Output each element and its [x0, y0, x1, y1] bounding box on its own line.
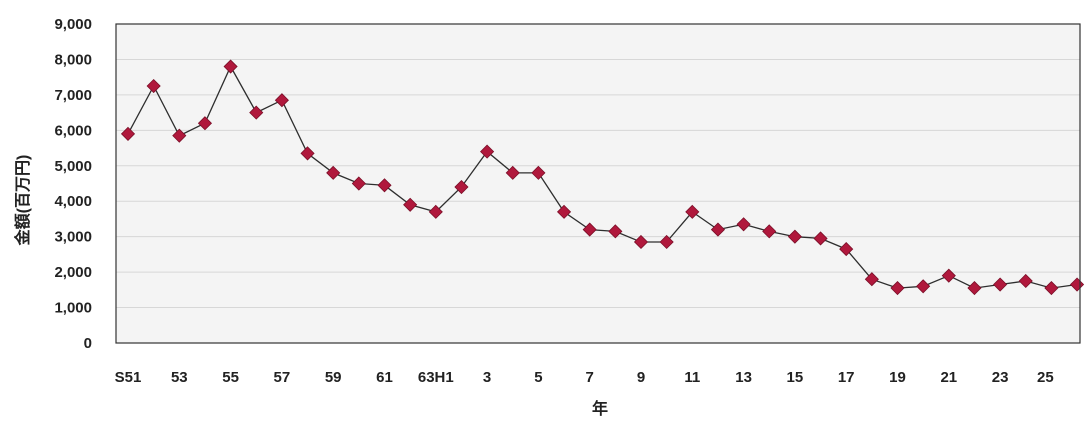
data-point-marker: [197, 116, 213, 131]
data-point-marker: [582, 222, 597, 237]
data-point-marker: [300, 146, 315, 161]
data-markers: [120, 59, 1085, 296]
x-tick-label: 15: [787, 369, 804, 386]
plot-frame: [115, 23, 1081, 344]
x-tick-label: 5: [534, 369, 542, 386]
data-point-marker: [813, 231, 828, 246]
data-point-marker: [403, 197, 418, 212]
data-point-marker: [787, 229, 802, 244]
data-point-marker: [736, 217, 751, 232]
data-point-marker: [608, 224, 623, 239]
data-point-marker: [839, 242, 854, 257]
data-point-marker: [223, 59, 238, 74]
x-tick-label: 19: [889, 369, 906, 386]
y-tick-label: 2,000: [54, 264, 92, 281]
x-tick-label: 3: [483, 369, 491, 386]
data-point-marker: [993, 277, 1008, 292]
data-point-marker: [941, 268, 956, 283]
data-point-marker: [531, 165, 546, 180]
data-point-marker: [351, 176, 366, 191]
y-tick-label: 1,000: [54, 300, 92, 317]
x-axis-ticks: S51 53 55 57 59 61 63H1 3 5 7 9 11 13 15 17 19 21 23 25: [115, 369, 1054, 386]
plot-area: [116, 24, 1080, 343]
data-point-marker: [633, 234, 649, 250]
grid-lines: [116, 58, 1080, 309]
data-point-marker: [556, 204, 572, 219]
data-point-marker: [249, 105, 264, 120]
data-point-marker: [762, 224, 777, 239]
data-point-marker: [172, 128, 187, 143]
x-tick-label: 53: [171, 369, 188, 386]
data-point-marker: [710, 222, 726, 237]
x-tick-label: 21: [940, 369, 957, 386]
data-point-marker: [480, 144, 495, 159]
data-point-marker: [454, 179, 469, 195]
data-point-marker: [1044, 280, 1059, 296]
x-tick-label: 59: [325, 369, 342, 386]
data-point-marker: [377, 178, 392, 193]
x-tick-label: 57: [274, 369, 291, 386]
x-tick-label: 7: [586, 369, 594, 386]
x-axis-title: 年: [592, 399, 608, 418]
x-tick-label: 13: [735, 369, 752, 386]
data-point-marker: [685, 204, 700, 219]
data-point-marker: [967, 280, 982, 296]
data-point-marker: [1018, 273, 1033, 289]
x-tick-label: 9: [637, 369, 645, 386]
y-tick-label: 9,000: [54, 16, 92, 33]
data-point-marker: [274, 93, 289, 108]
x-tick-label: 63H1: [418, 369, 454, 386]
x-tick-label: 61: [376, 369, 393, 386]
y-tick-label: 5,000: [54, 158, 92, 175]
data-point-marker: [864, 272, 879, 287]
data-point-marker: [120, 126, 136, 141]
x-tick-label: 11: [684, 369, 700, 386]
y-tick-label: 0: [84, 335, 92, 352]
y-tick-label: 8,000: [54, 51, 92, 68]
x-tick-label: S51: [115, 369, 142, 386]
y-axis-title: 金額(百万円): [13, 155, 32, 247]
y-tick-label: 6,000: [54, 122, 92, 139]
x-tick-label: 25: [1037, 369, 1054, 386]
x-tick-label: 55: [222, 369, 239, 386]
y-tick-label: 7,000: [54, 87, 92, 104]
x-tick-label: 17: [838, 369, 855, 386]
data-point-marker: [146, 78, 161, 94]
x-tick-label: 23: [992, 369, 1009, 386]
data-point-marker: [428, 204, 443, 219]
data-point-marker: [916, 279, 931, 294]
data-point-marker: [659, 234, 674, 250]
data-point-marker: [326, 165, 341, 180]
data-point-marker: [505, 165, 520, 180]
data-point-marker: [890, 280, 905, 296]
y-tick-label: 4,000: [54, 193, 92, 210]
y-axis-ticks: 0 1,000 2,000 3,000 4,000 5,000 6,000 7,000 8,00…: [54, 16, 92, 352]
y-tick-label: 3,000: [54, 229, 92, 246]
